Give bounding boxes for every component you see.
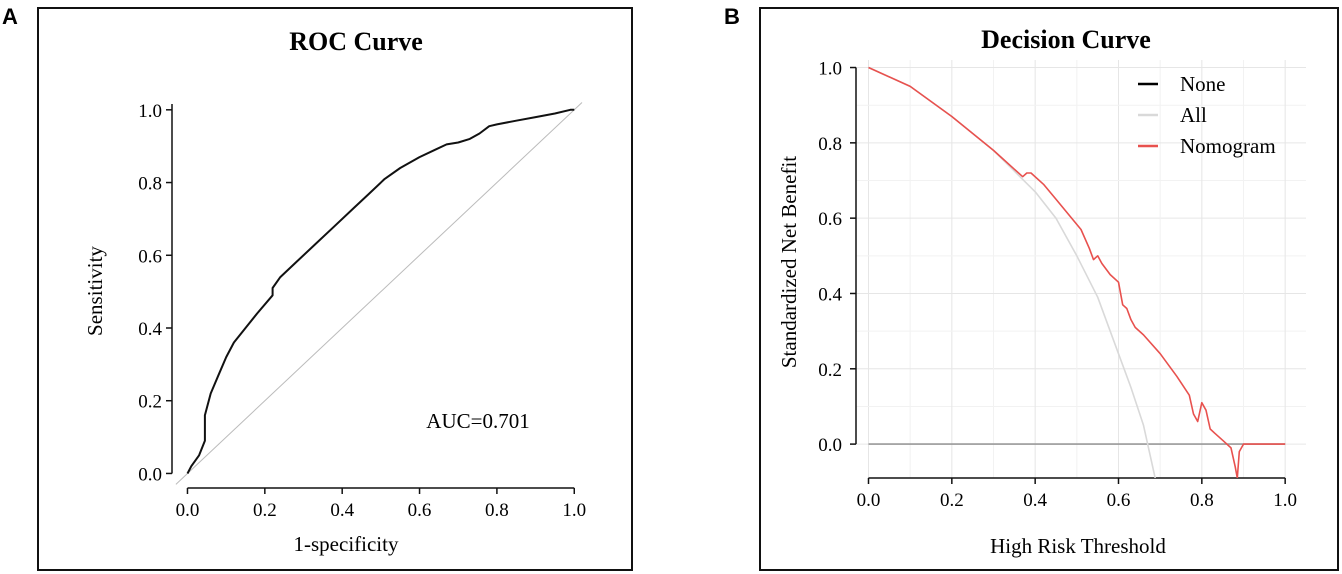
decision-y-tick-label: 0.4 [818, 284, 842, 305]
decision-title: Decision Curve [981, 25, 1151, 54]
decision-y-tick-label: 1.0 [818, 59, 842, 80]
decision-legend: None All Nomogram [1138, 72, 1276, 158]
roc-y-tick-label: 1.0 [138, 101, 162, 122]
panel-a-frame [37, 7, 633, 571]
roc-y-tick-label: 0.4 [138, 319, 162, 340]
panel-a: A ROC Curve 0.00.20.40.60.81.00.0 0.2 0.4 0… [2, 4, 633, 571]
roc-title: ROC Curve [289, 27, 423, 56]
decision-x-tick-label: 0.0 [857, 490, 881, 511]
decision-y-tick-label: 0.6 [818, 209, 842, 230]
auc-annotation: AUC=0.701 [426, 409, 529, 433]
decision-y-label: Standardized Net Benefit [777, 156, 801, 368]
panel-b-letter: B [724, 4, 740, 29]
roc-plot-area: 0.0 0.2 0.4 0.6 0.8 1.0 0.0 0.2 0.4 0.6 0.8 1.0 [138, 101, 586, 521]
roc-y-tick-label: 0.0 [138, 464, 162, 485]
roc-x-tick-label: 0.2 [253, 500, 277, 521]
roc-x-tick-label: 0.0 [176, 500, 200, 521]
decision-x-tick-label: 0.6 [1107, 490, 1131, 511]
roc-x-label: 1-specificity [294, 532, 399, 556]
decision-y-tick-label: 0.0 [818, 435, 842, 456]
roc-reference-line [175, 102, 583, 485]
legend-all-label: All [1180, 103, 1207, 127]
roc-x-tick-label: 0.6 [408, 500, 432, 521]
panel-a-letter: A [2, 4, 18, 29]
roc-x-tick-label: 1.0 [562, 500, 586, 521]
decision-x-tick-label: 0.8 [1190, 490, 1214, 511]
roc-y-tick-label: 0.2 [138, 392, 162, 413]
roc-x-tick-label: 0.8 [485, 500, 509, 521]
decision-x-tick-label: 1.0 [1273, 490, 1297, 511]
decision-x-tick-label: 0.2 [940, 490, 964, 511]
roc-x-tick-label: 0.4 [330, 500, 354, 521]
roc-curve-line [186, 108, 575, 474]
decision-x-tick-label: 0.4 [1023, 490, 1047, 511]
roc-y-label: Sensitivity [83, 246, 107, 336]
panel-b-frame [759, 7, 1339, 571]
roc-y-tick-label: 0.8 [138, 174, 162, 195]
legend-none-label: None [1180, 72, 1226, 96]
decision-x-label: High Risk Threshold [990, 534, 1166, 558]
decision-y-tick-label: 0.2 [818, 360, 842, 381]
panel-b: B Decision Curve 0.00.20.40.60.81.00.0 0.… [724, 4, 1339, 571]
decision-all-line [868, 66, 1156, 478]
legend-nomogram-label: Nomogram [1180, 134, 1276, 158]
decision-y-tick-label: 0.8 [818, 134, 842, 155]
roc-y-tick-label: 0.6 [138, 246, 162, 267]
decision-nomogram-line [868, 66, 1286, 478]
decision-plot-area: 0.0 0.2 0.4 0.6 0.8 1.0 0.0 0.2 0.4 0.6 0.8 1.0 [818, 59, 1306, 511]
